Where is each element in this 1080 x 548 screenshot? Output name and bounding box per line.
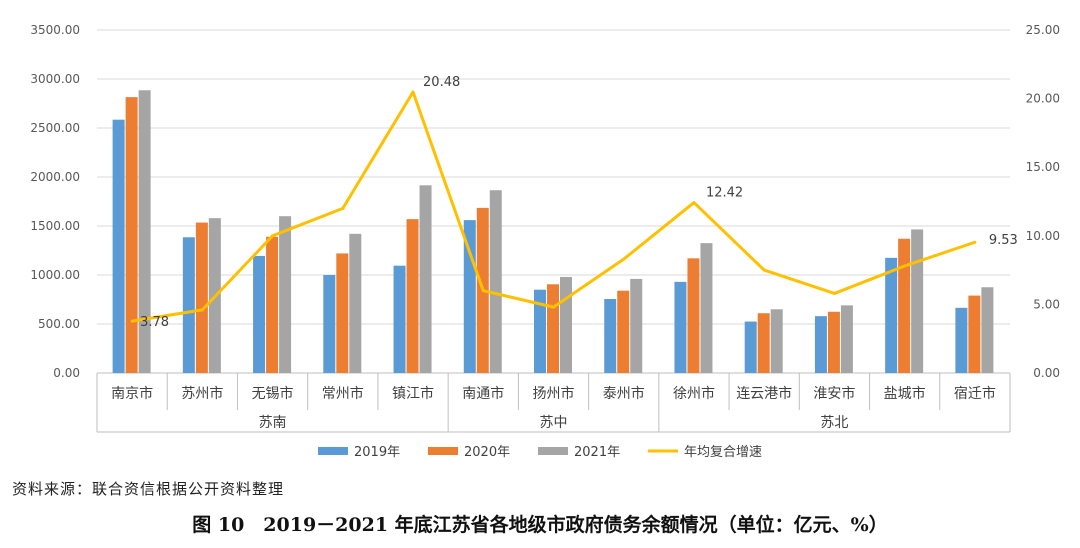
bar-2020年-盐城市 bbox=[898, 238, 911, 373]
group-label: 苏中 bbox=[540, 415, 568, 431]
legend-swatch bbox=[318, 447, 348, 455]
line-point-苏州市 bbox=[200, 308, 204, 312]
legend-swatch bbox=[428, 447, 458, 455]
left-tick-label: 3500.00 bbox=[30, 23, 80, 37]
category-label: 徐州市 bbox=[673, 385, 715, 402]
line-point-镇江市 bbox=[411, 90, 415, 94]
bar-2020年-常州市 bbox=[336, 253, 349, 373]
line-point-徐州市 bbox=[692, 201, 696, 205]
bar-2021年-南京市 bbox=[138, 90, 151, 374]
bar-2021年-南通市 bbox=[489, 190, 502, 373]
bar-2021年-宿迁市 bbox=[981, 287, 994, 373]
bar-2021年-淮安市 bbox=[840, 305, 853, 373]
line-point-无锡市 bbox=[271, 234, 275, 238]
chart-svg: 0.00 500.00 1000.00 1500.00 2000.00 2500.00 30… bbox=[30, 23, 1060, 460]
bar-2020年-连云港市 bbox=[757, 313, 770, 373]
bar-2020年-淮安市 bbox=[827, 311, 840, 373]
line-point-南通市 bbox=[481, 289, 485, 293]
group-label: 苏南 bbox=[259, 415, 287, 431]
bar-2019年-南京市 bbox=[112, 119, 125, 373]
category-label: 宿迁市 bbox=[954, 385, 996, 402]
category-label: 无锡市 bbox=[252, 385, 294, 402]
right-tick-label: 20.00 bbox=[1026, 92, 1060, 106]
bar-2019年-扬州市 bbox=[534, 289, 546, 373]
left-tick-label: 1500.00 bbox=[30, 219, 80, 233]
legend-label: 2019年 bbox=[354, 445, 400, 460]
data-label: 20.48 bbox=[423, 75, 460, 90]
right-tick-label: 0.00 bbox=[1033, 366, 1060, 380]
bar-2019年-常州市 bbox=[323, 275, 336, 373]
bar-2021年-连云港市 bbox=[770, 309, 783, 373]
left-tick-label: 0.00 bbox=[53, 366, 80, 380]
bar-2019年-徐州市 bbox=[674, 281, 687, 373]
right-tick-label: 10.00 bbox=[1026, 229, 1060, 243]
bar-2021年-泰州市 bbox=[630, 278, 643, 373]
right-tick-label: 25.00 bbox=[1026, 23, 1060, 37]
line-point-常州市 bbox=[341, 206, 345, 210]
bar-2020年-扬州市 bbox=[547, 284, 559, 373]
left-tick-label: 2000.00 bbox=[30, 170, 80, 184]
category-label: 南京市 bbox=[111, 385, 153, 402]
bar-2021年-盐城市 bbox=[911, 229, 924, 373]
category-label: 淮安市 bbox=[813, 385, 855, 402]
category-label: 扬州市 bbox=[533, 385, 575, 402]
bar-2019年-无锡市 bbox=[253, 255, 266, 373]
category-label: 苏州市 bbox=[181, 385, 223, 402]
bar-2020年-徐州市 bbox=[687, 258, 700, 373]
group-label: 苏北 bbox=[820, 415, 848, 431]
category-label: 泰州市 bbox=[603, 385, 645, 402]
bar-2020年-宿迁市 bbox=[968, 295, 981, 373]
right-tick-label: 5.00 bbox=[1033, 297, 1060, 311]
line-point-淮安市 bbox=[832, 291, 836, 295]
legend-label: 2020年 bbox=[464, 445, 510, 460]
category-label: 镇江市 bbox=[392, 385, 434, 402]
line-point-扬州市 bbox=[552, 305, 555, 309]
left-tick-label: 3000.00 bbox=[30, 72, 80, 86]
legend-label: 年均复合增速 bbox=[684, 445, 762, 460]
bar-2020年-泰州市 bbox=[617, 290, 630, 373]
bar-2020年-苏州市 bbox=[195, 222, 208, 373]
right-tick-label: 15.00 bbox=[1026, 160, 1060, 174]
category-label: 连云港市 bbox=[736, 385, 792, 402]
figure-caption: 图 10 2019－2021 年底江苏省各地级市政府债务余额情况（单位：亿元、%… bbox=[192, 514, 888, 536]
line-point-泰州市 bbox=[622, 257, 626, 261]
bar-2020年-无锡市 bbox=[266, 236, 279, 373]
data-label: 3.78 bbox=[140, 315, 169, 330]
source-note: 资料来源：联合资信根据公开资料整理 bbox=[12, 480, 285, 498]
left-tick-label: 1000.00 bbox=[30, 268, 80, 282]
bar-2021年-徐州市 bbox=[700, 243, 713, 373]
bar-2021年-镇江市 bbox=[419, 185, 432, 373]
category-label: 南通市 bbox=[462, 385, 504, 402]
line-point-南京市 bbox=[130, 319, 134, 323]
bar-2021年-常州市 bbox=[349, 233, 362, 373]
bar-2019年-连云港市 bbox=[744, 321, 757, 373]
left-tick-label: 500.00 bbox=[38, 317, 80, 331]
bar-2019年-淮安市 bbox=[814, 316, 827, 373]
data-label: 12.42 bbox=[706, 186, 743, 201]
line-point-宿迁市 bbox=[973, 240, 977, 244]
bar-2019年-泰州市 bbox=[604, 299, 617, 373]
bar-2021年-扬州市 bbox=[560, 276, 572, 373]
chart-area: 0.00 500.00 1000.00 1500.00 2000.00 2500.00 30… bbox=[30, 23, 1060, 460]
bar-2019年-宿迁市 bbox=[955, 307, 968, 373]
line-point-连云港市 bbox=[762, 268, 766, 272]
bar-2020年-镇江市 bbox=[406, 219, 419, 373]
bar-2021年-无锡市 bbox=[279, 216, 292, 373]
left-tick-label: 2500.00 bbox=[30, 121, 80, 135]
category-label: 盐城市 bbox=[884, 385, 926, 402]
bar-2019年-镇江市 bbox=[393, 265, 406, 373]
category-label: 常州市 bbox=[322, 385, 364, 402]
legend-swatch bbox=[538, 447, 568, 455]
data-label: 9.53 bbox=[989, 233, 1018, 248]
line-point-盐城市 bbox=[903, 264, 907, 268]
bar-2019年-苏州市 bbox=[182, 237, 195, 373]
bar-2020年-南京市 bbox=[125, 97, 138, 373]
legend-label: 2021年 bbox=[574, 445, 620, 460]
bar-2019年-盐城市 bbox=[885, 257, 898, 373]
